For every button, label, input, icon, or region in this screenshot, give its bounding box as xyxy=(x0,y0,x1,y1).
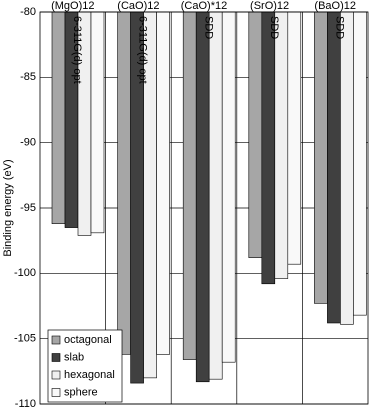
bar xyxy=(261,11,276,285)
bar xyxy=(182,11,197,360)
y-tick-label: -105 xyxy=(14,333,36,345)
category-label: (CaO)*12 xyxy=(181,0,227,12)
legend-box xyxy=(47,329,123,403)
legend-label: slab xyxy=(64,351,84,363)
y-tick-label: -90 xyxy=(20,137,36,149)
bar xyxy=(221,11,236,363)
annotation: SDD xyxy=(202,16,214,39)
y-tick-label: -110 xyxy=(15,398,36,409)
category-label: (CaO)12 xyxy=(117,0,159,12)
legend-label: octagonal xyxy=(64,334,112,346)
y-axis-label: Binding energy (eV) xyxy=(2,159,14,256)
legend-swatch xyxy=(51,353,61,362)
bar xyxy=(248,11,263,258)
legend-swatch xyxy=(51,370,61,380)
plot-frame xyxy=(39,11,369,405)
legend-swatch xyxy=(51,335,61,345)
bar xyxy=(156,11,170,355)
bar xyxy=(287,11,302,265)
bar xyxy=(117,11,131,355)
bar xyxy=(195,11,210,383)
y-tick-label: -100 xyxy=(14,267,36,279)
bar xyxy=(340,11,354,325)
bar xyxy=(353,11,367,316)
legend-label: hexagonal xyxy=(64,369,115,381)
y-tick-label: -80 xyxy=(20,6,36,18)
y-tick-label: -85 xyxy=(20,71,36,83)
bar xyxy=(327,11,341,324)
annotation: SDD xyxy=(268,16,280,39)
annotation: 6-311G(d) opt xyxy=(137,16,149,84)
category-label: (MgO)12 xyxy=(51,0,94,12)
legend-label: sphere xyxy=(64,386,98,398)
bar xyxy=(51,11,66,224)
bar xyxy=(314,11,328,304)
legend-swatch xyxy=(51,388,61,397)
y-tick-label: -95 xyxy=(20,202,36,214)
category-label: (BaO)12 xyxy=(314,0,356,12)
bar xyxy=(208,11,223,380)
annotation: 6-311G(d) opt xyxy=(71,16,83,84)
annotation: SDD xyxy=(333,16,345,39)
bar xyxy=(274,11,289,279)
category-label: (SrO)12 xyxy=(250,0,289,12)
bar xyxy=(90,11,105,234)
